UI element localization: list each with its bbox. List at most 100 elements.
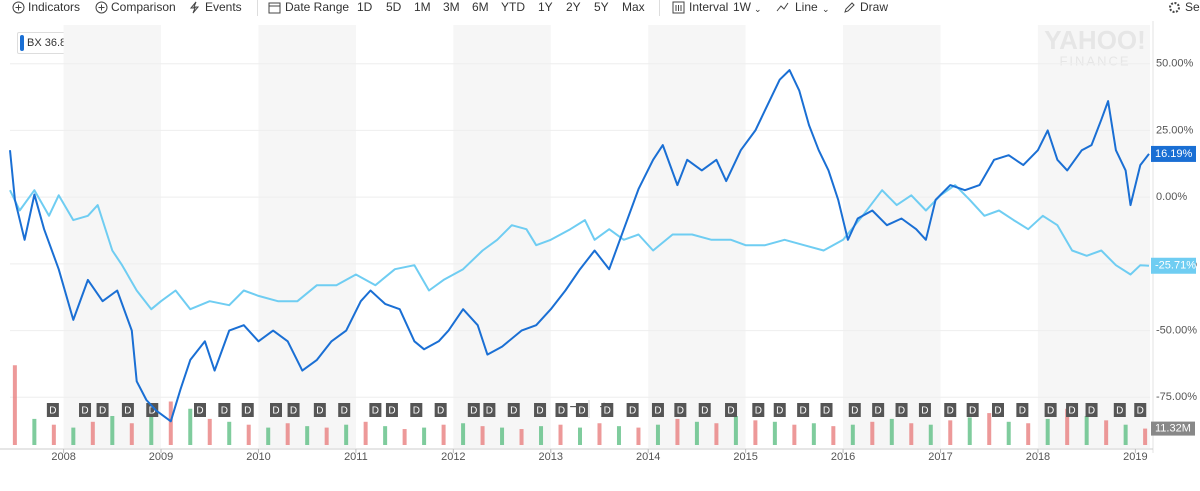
- dividend-label: D: [388, 406, 395, 417]
- dividend-label: D: [221, 406, 228, 417]
- dividend-label: D: [196, 406, 203, 417]
- range-button[interactable]: Max: [622, 0, 645, 14]
- volume-bar: [694, 421, 699, 445]
- dividend-label: D: [629, 406, 636, 417]
- range-button[interactable]: 5D: [386, 0, 402, 14]
- icon: [1169, 2, 1180, 13]
- draw[interactable]: Draw: [860, 0, 889, 14]
- dividend-marker: [385, 403, 398, 417]
- dividend-label: D: [755, 406, 762, 417]
- range-button[interactable]: YTD: [501, 0, 525, 14]
- toolbar-item[interactable]: Comparison: [111, 0, 176, 14]
- volume-bar: [714, 423, 719, 445]
- range-button[interactable]: 6M: [472, 0, 489, 14]
- dividend-marker: [626, 403, 639, 417]
- dividend-marker: [725, 403, 738, 417]
- caret: ⌄: [754, 4, 762, 14]
- dividend-label: D: [851, 406, 858, 417]
- volume-bar: [305, 426, 310, 445]
- toolbar-item[interactable]: Events: [205, 0, 242, 14]
- range-button[interactable]: 1M: [414, 0, 431, 14]
- x-tick-label: 2016: [831, 451, 855, 463]
- dividend-marker: [338, 403, 351, 417]
- x-tick-label: 2019: [1123, 451, 1147, 463]
- toolbar-item[interactable]: Indicators: [28, 0, 81, 14]
- dividend-marker: [507, 403, 520, 417]
- watermark: YAHOO!: [1044, 25, 1146, 55]
- volume-bar: [383, 426, 388, 445]
- volume-bar: [811, 423, 816, 445]
- range-button[interactable]: 3M: [443, 0, 460, 14]
- caret: ⌄: [822, 4, 830, 14]
- dividend-label: D: [149, 406, 156, 417]
- divider: [257, 0, 258, 16]
- dividend-marker: [146, 403, 159, 417]
- volume-bar: [1006, 421, 1011, 445]
- dividend-label: D: [558, 406, 565, 417]
- dividend-marker: [410, 403, 423, 417]
- volume-bar: [149, 413, 154, 445]
- volume-bar: [344, 424, 349, 445]
- dividend-marker: [218, 403, 231, 417]
- volume-bar: [324, 427, 329, 445]
- dividend-marker: [369, 403, 382, 417]
- dividend-label: D: [776, 406, 783, 417]
- range-button[interactable]: 5Y: [594, 0, 609, 14]
- y-tick-label: -50.00%: [1156, 324, 1197, 336]
- last-band: [1135, 25, 1150, 448]
- range-button[interactable]: 2Y: [566, 0, 581, 14]
- year-band: [453, 25, 551, 448]
- icon: [776, 2, 789, 12]
- background: [63, 25, 1150, 448]
- volume-bar: [578, 427, 582, 445]
- dividend-marker: [944, 403, 957, 417]
- icon: [95, 1, 108, 14]
- zoom-out[interactable]: −: [569, 399, 578, 416]
- volume-bar: [227, 421, 232, 445]
- dividend-marker: [270, 403, 282, 417]
- range-button[interactable]: 1Y: [538, 0, 553, 14]
- volume-label: 11.32M: [1155, 422, 1191, 434]
- dividend-label: D: [1068, 406, 1075, 417]
- volume-bar: [870, 421, 875, 445]
- x-tick-label: 2012: [441, 451, 465, 463]
- volume-bar: [636, 427, 641, 445]
- volume-bar: [850, 424, 855, 445]
- dividend-label: D: [1116, 406, 1123, 417]
- dividend-label: D: [654, 406, 661, 417]
- volume-bar: [967, 417, 972, 445]
- volume-bar: [188, 408, 193, 445]
- last-value-label: 16.19%: [1155, 148, 1193, 160]
- volume-bar: [402, 429, 407, 445]
- settings[interactable]: Se: [1185, 0, 1200, 14]
- volume-bar: [207, 418, 212, 445]
- range-button[interactable]: 1D: [357, 0, 373, 14]
- interval[interactable]: Interval: [689, 0, 729, 14]
- y-tick-label: 0.00%: [1156, 191, 1187, 203]
- volume-bar: [928, 424, 933, 445]
- volume-bar: [168, 401, 173, 445]
- dividend-marker: [1066, 403, 1079, 417]
- dividend-marker: [651, 403, 664, 417]
- volume-label-box: [1151, 421, 1195, 436]
- volume-bar: [655, 424, 660, 445]
- dividend-marker: [79, 403, 92, 417]
- date-range[interactable]: Date Range: [285, 0, 350, 14]
- volume-bar: [889, 418, 894, 445]
- volume-bar: [363, 421, 368, 445]
- volume-bar: [772, 421, 777, 445]
- dividend-marker: [96, 403, 109, 417]
- chart-type[interactable]: Line: [795, 0, 818, 14]
- dividend-label: D: [510, 406, 517, 417]
- interval-value[interactable]: 1W: [733, 0, 751, 14]
- dividend-marker: [555, 403, 568, 417]
- dividend-marker: [752, 403, 765, 417]
- x-tick-label: 2011: [344, 451, 368, 463]
- dividend-label: D: [800, 406, 807, 417]
- dividend-label: D: [49, 406, 56, 417]
- dividend-label: D: [677, 406, 684, 417]
- year-band: [63, 25, 162, 448]
- volume-bar: [51, 424, 56, 445]
